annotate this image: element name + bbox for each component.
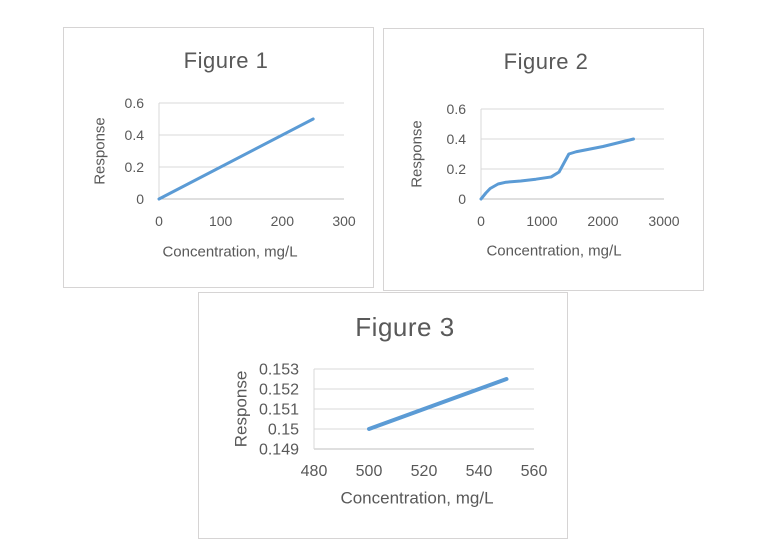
figure-2-panel: Figure 2 Response 0 0.2 0.4 0.6 0 1000 2000 300…	[383, 28, 704, 291]
x-tick-label: 2000	[587, 213, 618, 229]
series-line	[157, 117, 315, 201]
figure-3-x-axis-title: Concentration, mg/L	[340, 488, 494, 508]
y-tick-label: 0	[458, 191, 466, 207]
x-tick-label: 1000	[526, 213, 557, 229]
figure-3-panel: Figure 3 Response 0.149 0.15 0.151 0.152 0.1…	[198, 292, 568, 539]
y-tick-label: 0.153	[259, 362, 299, 379]
y-tick-label: 0.4	[125, 127, 145, 143]
figure-1-x-axis-title: Concentration, mg/L	[162, 243, 298, 261]
y-tick-label: 0.6	[447, 101, 467, 117]
x-tick-label: 100	[209, 213, 233, 229]
y-tick-label: 0.151	[259, 402, 299, 419]
x-tick-label: 3000	[648, 213, 679, 229]
y-tick-label: 0.6	[125, 95, 145, 111]
y-tick-label: 0	[136, 191, 144, 207]
figure-1-plot-area: 0 0.2 0.4 0.6 0 100 200 300	[125, 95, 356, 229]
x-tick-label: 500	[356, 463, 383, 480]
figure-1-title: Figure 1	[183, 48, 269, 73]
figure-1-y-axis-title: Response	[91, 117, 109, 185]
x-tick-label: 0	[477, 213, 485, 229]
x-tick-label: 560	[521, 463, 548, 480]
figure-2-x-axis-title: Concentration, mg/L	[486, 242, 622, 260]
y-tick-label: 0.149	[259, 442, 299, 459]
figure-1-panel: Figure 1 Response 0 0.2 0.4 0.6 0 100 200 300 C…	[63, 27, 374, 288]
y-tick-label: 0.15	[268, 422, 299, 439]
figure-2-plot-area: 0 0.2 0.4 0.6 0 1000 2000 3000	[447, 101, 680, 229]
series-line	[367, 377, 509, 431]
figure-3-plot-area: 0.149 0.15 0.151 0.152 0.153 480 500 520 540 560	[259, 362, 547, 480]
y-tick-label: 0.152	[259, 382, 299, 399]
y-tick-label: 0.2	[125, 159, 145, 175]
figure-3-y-axis-title: Response	[231, 370, 251, 448]
y-tick-label: 0.2	[447, 161, 467, 177]
x-tick-label: 200	[271, 213, 295, 229]
x-tick-label: 540	[466, 463, 493, 480]
x-tick-label: 520	[411, 463, 438, 480]
figure-2-title: Figure 2	[503, 49, 589, 74]
x-tick-label: 480	[301, 463, 328, 480]
y-tick-label: 0.4	[447, 131, 467, 147]
x-tick-label: 0	[155, 213, 163, 229]
figure-2-y-axis-title: Response	[408, 120, 426, 188]
series-line	[479, 137, 635, 201]
x-tick-label: 300	[332, 213, 356, 229]
figure-3-title: Figure 3	[355, 312, 455, 342]
